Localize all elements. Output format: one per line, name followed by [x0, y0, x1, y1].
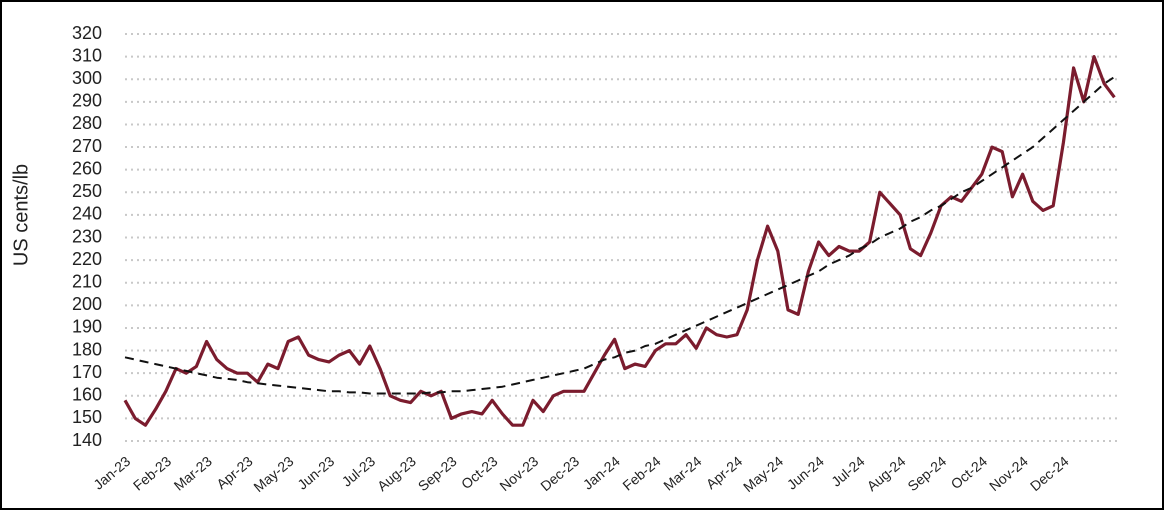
- y-tick-label: 230: [72, 226, 102, 246]
- y-tick-label: 180: [72, 339, 102, 359]
- x-tick-label: Aug-23: [374, 453, 419, 494]
- y-tick-label: 300: [72, 68, 102, 88]
- y-tick-label: 220: [72, 249, 102, 269]
- x-tick-label: Jun-23: [294, 453, 337, 493]
- y-tick-label: 270: [72, 136, 102, 156]
- x-tick-label: Jul-24: [828, 453, 868, 490]
- x-tick-label: Oct-24: [948, 453, 991, 492]
- y-tick-label: 250: [72, 181, 102, 201]
- y-tick-label: 210: [72, 271, 102, 291]
- x-tick-label: Sep-24: [904, 453, 949, 494]
- x-tick-label: May-24: [740, 453, 786, 495]
- x-tick-label: Feb-24: [619, 453, 663, 494]
- y-tick-label: 150: [72, 407, 102, 427]
- x-tick-label: Dec-24: [1027, 453, 1072, 494]
- y-tick-label: 320: [72, 23, 102, 43]
- y-tick-label: 260: [72, 158, 102, 178]
- y-tick-label: 200: [72, 294, 102, 314]
- y-tick-label: 160: [72, 385, 102, 405]
- y-tick-label: 190: [72, 317, 102, 337]
- y-tick-label: 290: [72, 91, 102, 111]
- x-tick-label: Feb-23: [130, 453, 174, 494]
- trend-line: [124, 76, 1115, 395]
- y-tick-label: 170: [72, 362, 102, 382]
- x-tick-label: Mar-24: [660, 453, 704, 494]
- x-tick-label: Sep-23: [415, 453, 460, 494]
- x-tick-label: May-23: [250, 453, 296, 495]
- y-tick-label: 240: [72, 204, 102, 224]
- y-tick-label: 140: [72, 430, 102, 450]
- x-tick-label: Dec-23: [537, 453, 582, 494]
- y-tick-label: 310: [72, 45, 102, 65]
- y-axis-label: US cents/lb: [10, 164, 32, 266]
- y-tick-label: 280: [72, 113, 102, 133]
- x-tick-label: Apr-23: [213, 453, 256, 492]
- x-tick-label: Oct-23: [458, 453, 501, 492]
- x-tick-label: Apr-24: [703, 453, 746, 492]
- x-tick-label: Jan-23: [90, 453, 133, 493]
- x-tick-label: Nov-24: [986, 453, 1031, 494]
- price-line: [123, 55, 1116, 427]
- x-tick-label: Jan-24: [580, 453, 623, 493]
- x-tick-label: Mar-23: [171, 453, 215, 494]
- x-tick-label: Jun-24: [784, 453, 827, 493]
- x-tick-label: Jul-23: [339, 453, 379, 490]
- x-tick-label: Nov-23: [496, 453, 541, 494]
- x-tick-label: Aug-24: [864, 453, 909, 494]
